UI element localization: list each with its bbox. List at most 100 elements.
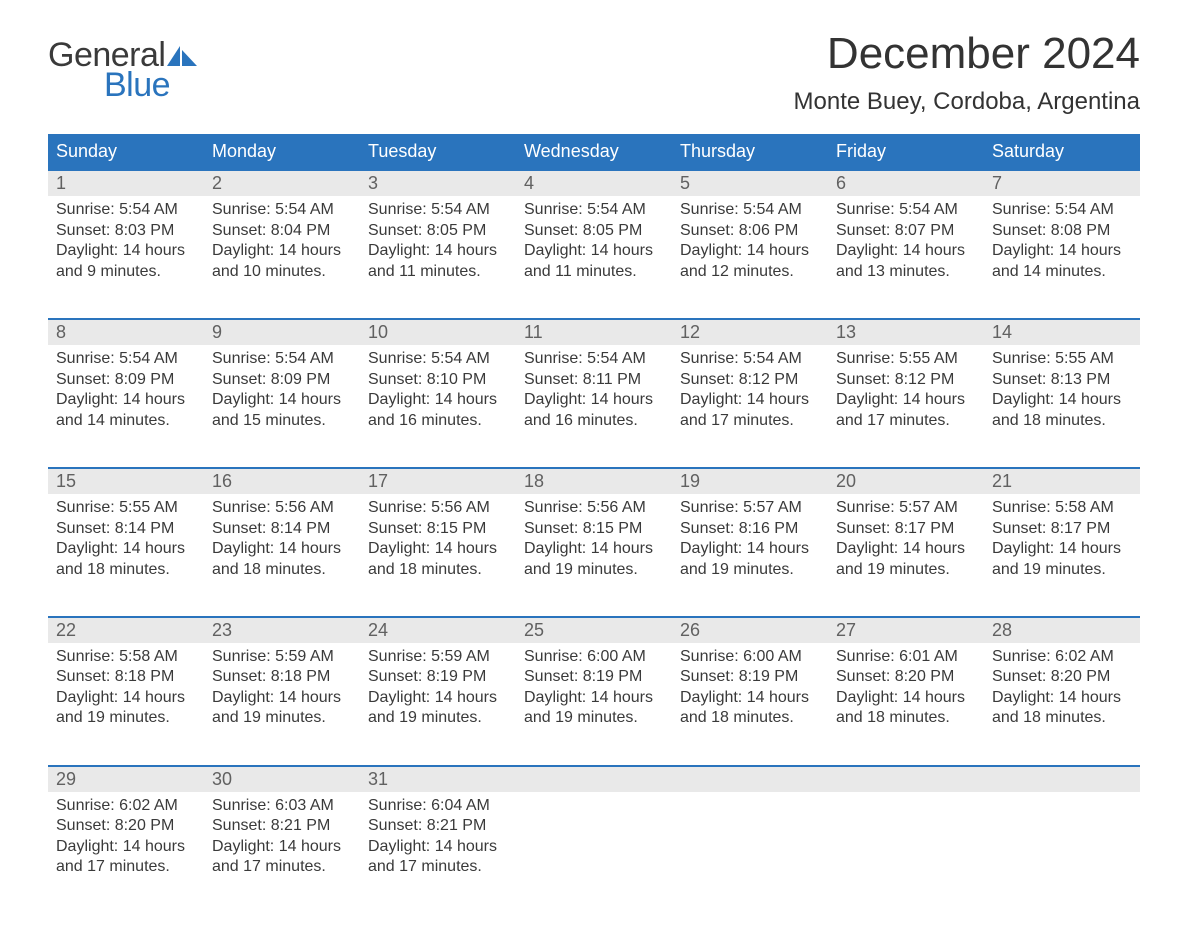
day-number: 28 bbox=[984, 618, 1140, 643]
day-number: 11 bbox=[516, 320, 672, 345]
daylight-line-2: and 15 minutes. bbox=[212, 411, 352, 431]
sunset-line: Sunset: 8:14 PM bbox=[56, 519, 196, 539]
daylight-line-2: and 10 minutes. bbox=[212, 262, 352, 282]
day-number: 21 bbox=[984, 469, 1140, 494]
day-number: 6 bbox=[828, 171, 984, 196]
daylight-line-1: Daylight: 14 hours bbox=[992, 390, 1132, 410]
daylight-line-1: Daylight: 14 hours bbox=[368, 837, 508, 857]
day-cell: Sunrise: 6:01 AMSunset: 8:20 PMDaylight:… bbox=[828, 643, 984, 749]
sunset-line: Sunset: 8:18 PM bbox=[56, 667, 196, 687]
week-row: 293031Sunrise: 6:02 AMSunset: 8:20 PMDay… bbox=[48, 765, 1140, 898]
day-cell: Sunrise: 5:54 AMSunset: 8:06 PMDaylight:… bbox=[672, 196, 828, 302]
sunset-line: Sunset: 8:12 PM bbox=[836, 370, 976, 390]
daylight-line-2: and 17 minutes. bbox=[836, 411, 976, 431]
day-number: 16 bbox=[204, 469, 360, 494]
logo: General Blue bbox=[48, 38, 197, 105]
day-cell: Sunrise: 5:54 AMSunset: 8:08 PMDaylight:… bbox=[984, 196, 1140, 302]
sunset-line: Sunset: 8:13 PM bbox=[992, 370, 1132, 390]
day-cell: Sunrise: 6:00 AMSunset: 8:19 PMDaylight:… bbox=[672, 643, 828, 749]
day-cell: Sunrise: 5:55 AMSunset: 8:12 PMDaylight:… bbox=[828, 345, 984, 451]
week-spacer bbox=[48, 600, 1140, 616]
day-cell: Sunrise: 6:04 AMSunset: 8:21 PMDaylight:… bbox=[360, 792, 516, 898]
day-cell: Sunrise: 5:58 AMSunset: 8:18 PMDaylight:… bbox=[48, 643, 204, 749]
day-cell: Sunrise: 5:59 AMSunset: 8:18 PMDaylight:… bbox=[204, 643, 360, 749]
week-row: 891011121314Sunrise: 5:54 AMSunset: 8:09… bbox=[48, 318, 1140, 451]
sunrise-line: Sunrise: 5:59 AM bbox=[368, 647, 508, 667]
page-title: December 2024 bbox=[794, 30, 1140, 78]
daylight-line-1: Daylight: 14 hours bbox=[212, 390, 352, 410]
daylight-line-1: Daylight: 14 hours bbox=[212, 241, 352, 261]
day-cell: Sunrise: 5:54 AMSunset: 8:10 PMDaylight:… bbox=[360, 345, 516, 451]
daylight-line-1: Daylight: 14 hours bbox=[368, 241, 508, 261]
daylight-line-1: Daylight: 14 hours bbox=[212, 837, 352, 857]
day-cell bbox=[672, 792, 828, 898]
daylight-line-1: Daylight: 14 hours bbox=[524, 539, 664, 559]
day-number: 12 bbox=[672, 320, 828, 345]
daylight-line-2: and 17 minutes. bbox=[212, 857, 352, 877]
daylight-line-2: and 19 minutes. bbox=[992, 560, 1132, 580]
sunset-line: Sunset: 8:09 PM bbox=[212, 370, 352, 390]
day-number: 4 bbox=[516, 171, 672, 196]
day-number: 14 bbox=[984, 320, 1140, 345]
day-cell bbox=[516, 792, 672, 898]
day-number: 19 bbox=[672, 469, 828, 494]
sunrise-line: Sunrise: 5:54 AM bbox=[836, 200, 976, 220]
day-cell: Sunrise: 5:57 AMSunset: 8:17 PMDaylight:… bbox=[828, 494, 984, 600]
sunrise-line: Sunrise: 5:54 AM bbox=[56, 349, 196, 369]
day-cell: Sunrise: 5:56 AMSunset: 8:15 PMDaylight:… bbox=[516, 494, 672, 600]
logo-word-blue: Blue bbox=[104, 66, 197, 105]
day-number: 9 bbox=[204, 320, 360, 345]
daylight-line-2: and 16 minutes. bbox=[524, 411, 664, 431]
sunrise-line: Sunrise: 5:54 AM bbox=[212, 200, 352, 220]
sunrise-line: Sunrise: 5:56 AM bbox=[212, 498, 352, 518]
weekday-cell: Wednesday bbox=[516, 134, 672, 169]
day-number: 10 bbox=[360, 320, 516, 345]
daylight-line-1: Daylight: 14 hours bbox=[992, 241, 1132, 261]
day-cell: Sunrise: 5:54 AMSunset: 8:09 PMDaylight:… bbox=[48, 345, 204, 451]
weekday-cell: Sunday bbox=[48, 134, 204, 169]
daylight-line-2: and 17 minutes. bbox=[368, 857, 508, 877]
day-cell: Sunrise: 5:54 AMSunset: 8:07 PMDaylight:… bbox=[828, 196, 984, 302]
day-number: 23 bbox=[204, 618, 360, 643]
daylight-line-2: and 12 minutes. bbox=[680, 262, 820, 282]
sunset-line: Sunset: 8:20 PM bbox=[836, 667, 976, 687]
day-cell: Sunrise: 6:02 AMSunset: 8:20 PMDaylight:… bbox=[48, 792, 204, 898]
day-cell: Sunrise: 5:59 AMSunset: 8:19 PMDaylight:… bbox=[360, 643, 516, 749]
daylight-line-1: Daylight: 14 hours bbox=[368, 539, 508, 559]
daylight-line-1: Daylight: 14 hours bbox=[56, 688, 196, 708]
sunrise-line: Sunrise: 5:55 AM bbox=[56, 498, 196, 518]
day-cell: Sunrise: 5:54 AMSunset: 8:09 PMDaylight:… bbox=[204, 345, 360, 451]
sunset-line: Sunset: 8:05 PM bbox=[524, 221, 664, 241]
daylight-line-2: and 19 minutes. bbox=[56, 708, 196, 728]
sunrise-line: Sunrise: 5:56 AM bbox=[368, 498, 508, 518]
weeks-container: 1234567Sunrise: 5:54 AMSunset: 8:03 PMDa… bbox=[48, 169, 1140, 897]
sunset-line: Sunset: 8:15 PM bbox=[368, 519, 508, 539]
daylight-line-2: and 13 minutes. bbox=[836, 262, 976, 282]
daylight-line-1: Daylight: 14 hours bbox=[680, 241, 820, 261]
sunset-line: Sunset: 8:04 PM bbox=[212, 221, 352, 241]
day-number: 30 bbox=[204, 767, 360, 792]
sunrise-line: Sunrise: 5:54 AM bbox=[524, 200, 664, 220]
day-number bbox=[516, 767, 672, 792]
daylight-line-1: Daylight: 14 hours bbox=[212, 539, 352, 559]
calendar: Sunday Monday Tuesday Wednesday Thursday… bbox=[48, 134, 1140, 897]
sunrise-line: Sunrise: 5:54 AM bbox=[524, 349, 664, 369]
daynum-band: 891011121314 bbox=[48, 320, 1140, 345]
week-row: 22232425262728Sunrise: 5:58 AMSunset: 8:… bbox=[48, 616, 1140, 749]
daynum-band: 293031 bbox=[48, 767, 1140, 792]
week-row: 15161718192021Sunrise: 5:55 AMSunset: 8:… bbox=[48, 467, 1140, 600]
day-cell: Sunrise: 5:54 AMSunset: 8:05 PMDaylight:… bbox=[516, 196, 672, 302]
sunset-line: Sunset: 8:12 PM bbox=[680, 370, 820, 390]
daylight-line-2: and 18 minutes. bbox=[212, 560, 352, 580]
daylight-line-2: and 16 minutes. bbox=[368, 411, 508, 431]
daylight-line-2: and 18 minutes. bbox=[368, 560, 508, 580]
sunset-line: Sunset: 8:06 PM bbox=[680, 221, 820, 241]
sunrise-line: Sunrise: 5:58 AM bbox=[992, 498, 1132, 518]
daylight-line-1: Daylight: 14 hours bbox=[992, 688, 1132, 708]
day-number: 29 bbox=[48, 767, 204, 792]
daynum-band: 1234567 bbox=[48, 171, 1140, 196]
day-number: 20 bbox=[828, 469, 984, 494]
daylight-line-2: and 9 minutes. bbox=[56, 262, 196, 282]
weekday-cell: Tuesday bbox=[360, 134, 516, 169]
day-number: 15 bbox=[48, 469, 204, 494]
